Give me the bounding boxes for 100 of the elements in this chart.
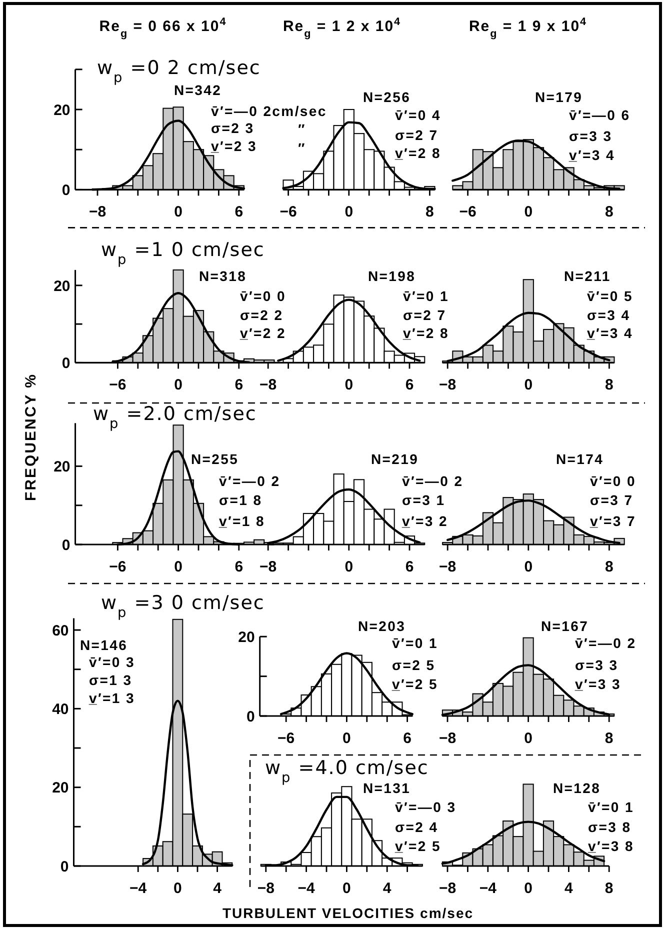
x-tick-label: −8 [260, 376, 277, 394]
annotation: σ=1 3 [89, 672, 132, 688]
x-tick-label: 8 [604, 730, 614, 747]
annotation: v̲′=1 3 [88, 690, 135, 706]
x-tick-label: 0 [524, 204, 533, 221]
annotation: σ=3 3 [575, 657, 618, 673]
text: v̄′=—0 6 [569, 107, 630, 123]
text: N=167 [541, 618, 589, 634]
annotation: v̄′=0 1 [392, 635, 438, 651]
annotation: v̲′=2 3 [210, 138, 257, 154]
x-tick-label: −8 [438, 880, 456, 897]
chart-subtitle: w$_{p}$ =1 0 cm/sec [101, 239, 265, 268]
x-tick-label: 0 [342, 730, 351, 747]
x-tick-label: −6 [459, 204, 476, 221]
text: N=219 [371, 451, 419, 467]
y-tick-label: 20 [238, 629, 255, 646]
x-tick-label: −8 [438, 730, 456, 747]
annotation: v̄′=0 1 [588, 799, 634, 815]
x-tick-label: 0 [524, 880, 532, 897]
annotation: v̄′=—0 2 [402, 473, 464, 489]
y-tick-label: 0 [62, 182, 70, 200]
annotation: σ=2 2 [240, 307, 284, 323]
y-tick-label: 20 [54, 458, 70, 476]
y-tick-label: 0 [62, 536, 70, 554]
x-tick-label: −6 [280, 204, 297, 221]
y-tick-label: 40 [52, 701, 69, 718]
x-tick-label: 0 [174, 880, 182, 897]
x-tick-label: 8 [605, 558, 614, 576]
x-tick-label: 0 [344, 204, 354, 221]
x-tick-label: 0 [524, 376, 533, 394]
x-tick-label: 0 [342, 880, 351, 897]
chart-title: Re$_{g}$ = 0 66 x 10$^{4}$ [99, 16, 227, 40]
annotation: ″ [298, 140, 306, 156]
y-tick-label: 60 [52, 622, 69, 640]
chart-title: Re$_{g}$ = 1 9 x 10$^{4}$ [468, 16, 588, 40]
text: N=179 [535, 89, 583, 105]
x-tick-label: −6 [109, 558, 126, 576]
annotation: v̲′=1 8 [218, 513, 265, 529]
x-tick-label: 0 [344, 558, 354, 576]
x-tick-label: 6 [405, 376, 414, 394]
y-axis-title: FREQUENCY % [22, 373, 40, 501]
x-tick-label: −8 [88, 204, 106, 221]
annotation: v̄′=0 1 [403, 288, 449, 304]
annotation: N=211 [564, 268, 611, 284]
x-tick-label: 6 [234, 376, 244, 394]
chart-title: Re$_{g}$ = 1 2 x 10$^{4}$ [282, 16, 402, 40]
annotation: σ=3 1 [402, 492, 446, 508]
annotation: v̲′=2 5 [390, 676, 438, 692]
annotation: v̄′=—0 2 [219, 473, 280, 489]
annotation: ″ [298, 121, 306, 137]
annotation: v̄′=0 5 [587, 288, 633, 304]
annotation: N=146 [80, 637, 128, 653]
x-tick-label: 0 [174, 204, 182, 221]
x-tick-label: −8 [257, 880, 274, 897]
annotation: v̄′=0 0 [240, 288, 286, 304]
annotation: σ=2 5 [392, 657, 436, 673]
annotation: v̲′=3 4 [568, 147, 615, 163]
x-tick-label: 6 [403, 730, 412, 747]
annotation: σ=1 8 [219, 492, 262, 508]
x-tick-label: −6 [278, 730, 295, 747]
annotation: v̄′=—0 2cm/sec [211, 103, 327, 119]
x-tick-label: 6 [234, 558, 244, 576]
text: N=203 [358, 618, 406, 634]
annotation: σ=3 8 [588, 819, 632, 835]
annotation: v̲′=2 8 [394, 145, 441, 161]
annotation: σ=2 3 [211, 120, 254, 136]
x-tick-label: −8 [260, 558, 277, 576]
annotation: v̲′=2 8 [402, 325, 449, 341]
x-axis-title: TURBULENT VELOCITIES cm/sec [222, 905, 474, 921]
x-tick-label: 4 [564, 880, 574, 897]
y-tick-label: 20 [52, 780, 69, 797]
annotation: σ=2 7 [403, 307, 446, 323]
annotation: v̲′=3 7 [588, 513, 636, 529]
text: N=256 [363, 89, 411, 105]
annotation: v̄′=0 3 [89, 654, 135, 670]
annotation: σ=2 4 [395, 819, 438, 835]
annotation: v̲′=2 2 [238, 325, 286, 341]
text: N=174 [556, 451, 604, 467]
y-tick-label: 20 [54, 102, 70, 119]
x-tick-label: −4 [298, 880, 316, 897]
annotation: v̲′=3 8 [586, 838, 634, 854]
y-tick-label: 20 [54, 278, 70, 295]
chart-subtitle: w$_{p}$ =2.0 cm/sec [93, 403, 257, 432]
annotation: N=128 [553, 780, 601, 796]
x-tick-label: 8 [605, 376, 614, 394]
annotation: v̲′=2 5 [394, 838, 441, 854]
text: N=198 [368, 268, 416, 284]
x-tick-label: 8 [604, 880, 614, 897]
x-tick-label: 6 [405, 558, 414, 576]
annotation: σ=2 7 [395, 127, 438, 143]
x-tick-label: 0 [524, 730, 532, 747]
x-tick-label: 6 [234, 204, 244, 221]
x-tick-label: 8 [605, 204, 614, 221]
x-tick-label: −6 [109, 376, 126, 394]
x-tick-label: 0 [524, 558, 533, 576]
annotation: v̲′=3 3 [574, 676, 621, 692]
x-tick-label: −8 [439, 376, 456, 394]
y-tick-label: 0 [62, 355, 70, 372]
annotation: v̄′=0 4 [395, 107, 441, 123]
annotation: v̄′=—0 3 [395, 799, 456, 815]
